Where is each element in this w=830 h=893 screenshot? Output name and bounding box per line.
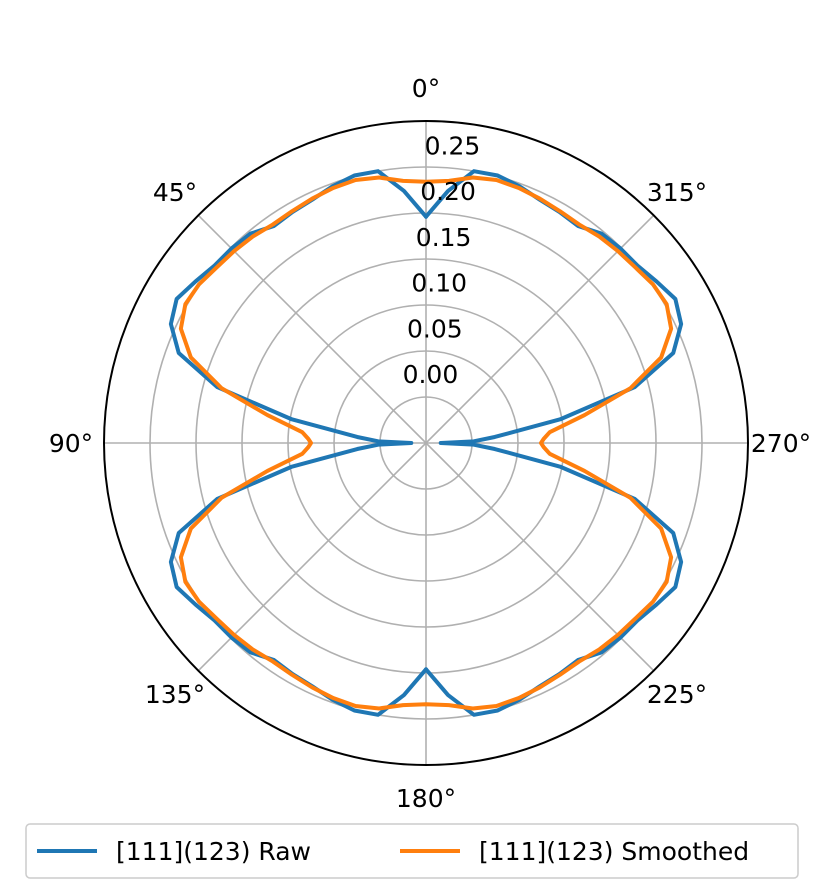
radial-tick-label-0: 0.00 bbox=[403, 360, 459, 389]
series-smoothed-line bbox=[178, 175, 674, 711]
series-layer bbox=[168, 169, 684, 717]
radial-tick-labels: 0.00 0.05 0.10 0.15 0.20 0.25 bbox=[403, 131, 481, 389]
radial-tick-label-5: 0.25 bbox=[425, 131, 481, 160]
angle-tick-label-2: 90° bbox=[49, 429, 93, 458]
angle-tick-label-7: 315° bbox=[647, 178, 707, 207]
radial-tick-label-3: 0.15 bbox=[416, 223, 472, 252]
angle-tick-label-0: 0° bbox=[412, 74, 440, 103]
angular-gridline-3 bbox=[197, 442, 427, 672]
legend-label-raw: [111](123) Raw bbox=[116, 837, 311, 866]
angle-tick-label-4: 180° bbox=[396, 784, 456, 813]
radial-tick-label-2: 0.10 bbox=[411, 269, 467, 298]
angle-tick-label-1: 45° bbox=[153, 178, 197, 207]
radial-tick-label-4: 0.20 bbox=[420, 177, 476, 206]
angular-gridline-7 bbox=[425, 214, 655, 444]
angular-gridline-5 bbox=[425, 442, 655, 672]
angle-tick-label-6: 270° bbox=[751, 429, 811, 458]
polar-frame bbox=[103, 120, 749, 766]
angle-tick-labels: 0° 45° 90° 135° 180° 225° 270° 315° bbox=[49, 74, 811, 813]
legend-label-smoothed: [111](123) Smoothed bbox=[479, 837, 749, 866]
radial-tick-label-1: 0.05 bbox=[407, 314, 463, 343]
angular-gridline-1 bbox=[197, 214, 427, 444]
angular-grid bbox=[104, 121, 748, 765]
angle-tick-label-5: 225° bbox=[647, 680, 707, 709]
legend: [111](123) Raw [111](123) Smoothed bbox=[25, 823, 799, 879]
angle-tick-label-3: 135° bbox=[145, 680, 205, 709]
